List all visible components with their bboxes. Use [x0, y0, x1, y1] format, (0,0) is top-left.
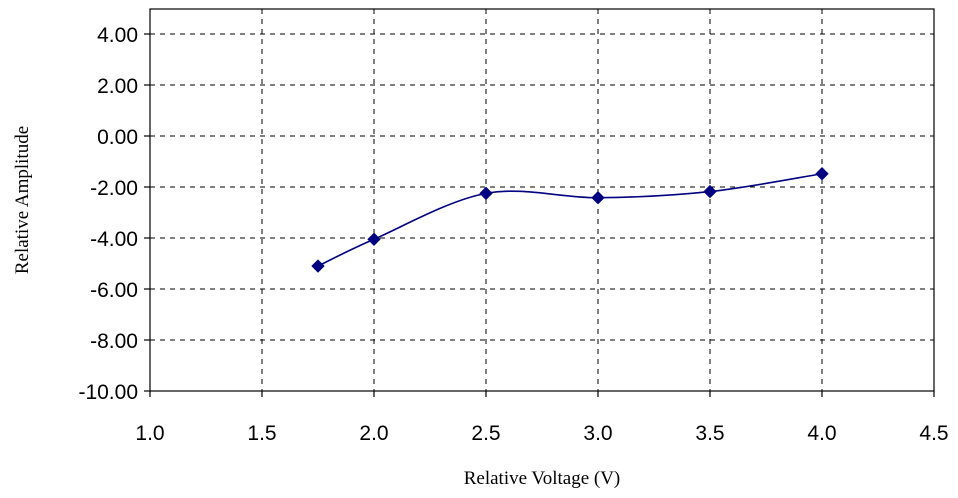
x-tick-label: 1.5: [247, 422, 276, 445]
y-axis-title: Relative Amplitude: [12, 126, 33, 274]
y-tick-label: -4.00: [90, 228, 138, 251]
y-tick-label: 2.00: [97, 75, 138, 98]
y-tick-label: -8.00: [90, 330, 138, 353]
x-tick-label: 3.0: [583, 422, 612, 445]
x-axis-title: Relative Voltage (V): [464, 468, 621, 489]
y-tick-label: 0.00: [97, 126, 138, 149]
y-tick-label: -6.00: [90, 279, 138, 302]
x-tick-label: 4.0: [807, 422, 836, 445]
x-tick-label: 2.0: [359, 422, 388, 445]
x-tick-label: 2.5: [471, 422, 500, 445]
plot-area: [150, 9, 934, 391]
y-tick-label: -10.00: [78, 381, 138, 404]
y-tick-label: 4.00: [97, 24, 138, 47]
x-tick-label: 3.5: [695, 422, 724, 445]
x-tick-label: 4.5: [919, 422, 948, 445]
y-tick-label: -2.00: [90, 177, 138, 200]
x-tick-label: 1.0: [135, 422, 164, 445]
